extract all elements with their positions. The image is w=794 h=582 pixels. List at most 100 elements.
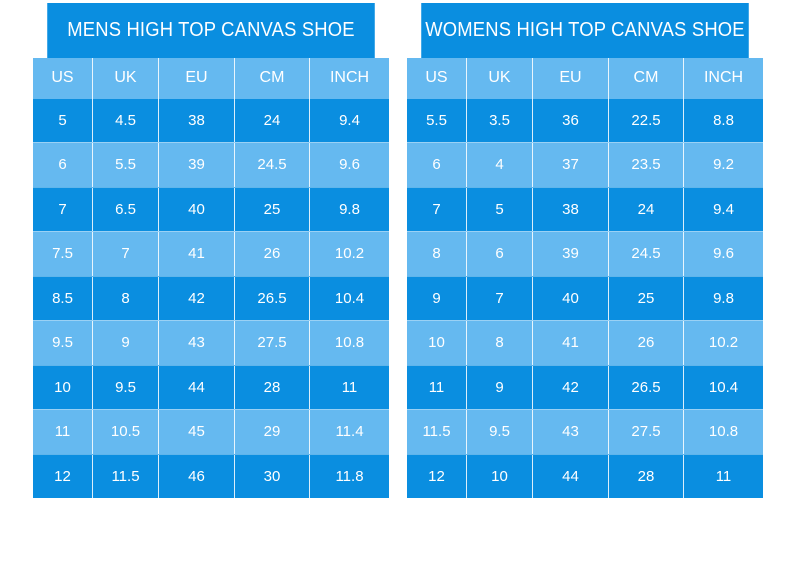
cell-uk: 7 xyxy=(467,276,533,320)
table-row: 8.5 8 42 26.5 10.4 xyxy=(33,275,389,320)
cell-eu: 44 xyxy=(533,454,609,498)
cell-inch: 9.8 xyxy=(339,200,360,218)
cell-uk: 8 xyxy=(467,321,533,365)
cell-eu: 46 xyxy=(159,454,235,498)
table-row: 6 5.5 39 24.5 9.6 xyxy=(33,142,389,187)
column-header-cm: CM xyxy=(235,57,310,99)
cell-us: 7.5 xyxy=(33,232,93,276)
cell-us: 5.5 xyxy=(407,98,467,142)
cell-inch: 10.4 xyxy=(334,289,365,307)
cell-us: 10 xyxy=(407,321,467,365)
cell-inch: 9.6 xyxy=(339,156,360,174)
cell-inch: 10.2 xyxy=(708,334,739,352)
cell-eu: 41 xyxy=(533,321,609,365)
cell-us: 11 xyxy=(407,365,467,409)
cell-us: 11.5 xyxy=(407,410,467,454)
mens-rows: 5 4.5 38 24 9.4 6 5.5 39 24.5 9.6 7 6.5 40 25 9.8 7.5 7 4… xyxy=(33,98,389,498)
cell-cm: 22.5 xyxy=(609,98,684,142)
cell-inch: 10.4 xyxy=(708,378,739,396)
cell-us: 7 xyxy=(33,187,93,231)
column-header-inch: INCH xyxy=(703,69,744,87)
cell-inch: 10.2 xyxy=(334,245,365,263)
cell-uk: 9 xyxy=(93,321,159,365)
cell-us: 8.5 xyxy=(33,276,93,320)
cell-inch: 11.4 xyxy=(335,423,364,441)
mens-header-row: US UK EU CM INCH xyxy=(33,57,389,99)
table-row: 8 6 39 24.5 9.6 xyxy=(407,231,763,276)
cell-cm: 23.5 xyxy=(609,143,684,187)
womens-size-chart: WOMENS HIGH TOP CANVAS SHOE US UK EU CM … xyxy=(407,3,763,498)
table-row: 10 8 41 26 10.2 xyxy=(407,320,763,365)
cell-uk: 9 xyxy=(467,365,533,409)
table-row: 5 4.5 38 24 9.4 xyxy=(33,98,389,142)
cell-inch: 9.6 xyxy=(713,245,734,263)
cell-inch: 10.8 xyxy=(334,334,365,352)
cell-uk: 10.5 xyxy=(93,410,159,454)
cell-uk: 6.5 xyxy=(93,187,159,231)
cell-eu: 43 xyxy=(159,321,235,365)
cell-inch: 9.4 xyxy=(713,200,734,218)
column-header-us: US xyxy=(407,57,467,99)
table-row: 6 4 37 23.5 9.2 xyxy=(407,142,763,187)
cell-uk: 8 xyxy=(93,276,159,320)
column-header-eu: EU xyxy=(533,57,609,99)
table-row: 11 10.5 45 29 11.4 xyxy=(33,409,389,454)
cell-cm: 29 xyxy=(235,410,310,454)
table-row: 11 9 42 26.5 10.4 xyxy=(407,364,763,409)
cell-us: 9.5 xyxy=(33,321,93,365)
table-row: 12 10 44 28 11 xyxy=(407,453,763,498)
mens-size-chart: MENS HIGH TOP CANVAS SHOE US UK EU CM IN… xyxy=(33,3,389,498)
cell-inch: 9.8 xyxy=(713,289,734,307)
cell-us: 11 xyxy=(33,410,93,454)
cell-inch: 11 xyxy=(715,467,732,485)
womens-chart-title: WOMENS HIGH TOP CANVAS SHOE xyxy=(421,3,749,58)
cell-cm: 24.5 xyxy=(235,143,310,187)
cell-us: 12 xyxy=(407,454,467,498)
table-row: 10 9.5 44 28 11 xyxy=(33,364,389,409)
cell-eu: 42 xyxy=(533,365,609,409)
cell-cm: 24 xyxy=(609,187,684,231)
cell-eu: 39 xyxy=(159,143,235,187)
cell-us: 6 xyxy=(33,143,93,187)
cell-cm: 25 xyxy=(609,276,684,320)
table-row: 9.5 9 43 27.5 10.8 xyxy=(33,320,389,365)
cell-eu: 43 xyxy=(533,410,609,454)
cell-us: 12 xyxy=(33,454,93,498)
column-header-cm: CM xyxy=(609,57,684,99)
cell-uk: 5.5 xyxy=(93,143,159,187)
column-header-uk: UK xyxy=(93,57,159,99)
cell-inch: 8.8 xyxy=(713,111,734,129)
cell-uk: 7 xyxy=(93,232,159,276)
cell-cm: 27.5 xyxy=(609,410,684,454)
cell-eu: 41 xyxy=(159,232,235,276)
cell-uk: 6 xyxy=(467,232,533,276)
column-header-eu: EU xyxy=(159,57,235,99)
column-header-inch: INCH xyxy=(329,69,370,87)
table-row: 7 5 38 24 9.4 xyxy=(407,186,763,231)
column-header-us: US xyxy=(33,57,93,99)
cell-eu: 40 xyxy=(533,276,609,320)
table-row: 5.5 3.5 36 22.5 8.8 xyxy=(407,98,763,142)
cell-eu: 36 xyxy=(533,98,609,142)
cell-inch: 11.8 xyxy=(335,467,364,485)
cell-eu: 39 xyxy=(533,232,609,276)
cell-cm: 26 xyxy=(609,321,684,365)
cell-eu: 38 xyxy=(533,187,609,231)
table-row: 12 11.5 46 30 11.8 xyxy=(33,453,389,498)
cell-us: 8 xyxy=(407,232,467,276)
cell-us: 5 xyxy=(33,98,93,142)
cell-inch: 10.8 xyxy=(708,423,739,441)
cell-us: 9 xyxy=(407,276,467,320)
cell-uk: 9.5 xyxy=(467,410,533,454)
cell-cm: 26.5 xyxy=(609,365,684,409)
cell-inch: 9.2 xyxy=(713,156,734,174)
cell-uk: 4 xyxy=(467,143,533,187)
cell-cm: 27.5 xyxy=(235,321,310,365)
cell-inch: 9.4 xyxy=(339,111,360,129)
cell-eu: 38 xyxy=(159,98,235,142)
mens-chart-title: MENS HIGH TOP CANVAS SHOE xyxy=(47,3,375,58)
cell-uk: 11.5 xyxy=(93,454,159,498)
table-row: 7 6.5 40 25 9.8 xyxy=(33,186,389,231)
cell-cm: 26 xyxy=(235,232,310,276)
cell-uk: 9.5 xyxy=(93,365,159,409)
